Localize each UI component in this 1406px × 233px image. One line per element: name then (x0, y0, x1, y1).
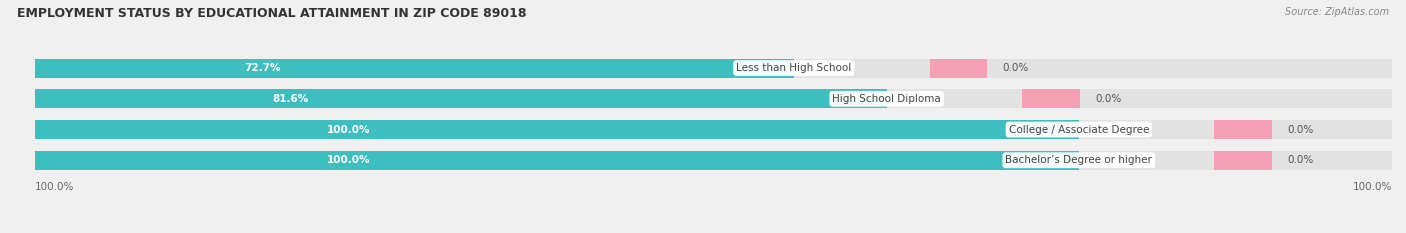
Text: Source: ZipAtlas.com: Source: ZipAtlas.com (1285, 7, 1389, 17)
Text: 100.0%: 100.0% (326, 155, 370, 165)
Text: 0.0%: 0.0% (1288, 155, 1313, 165)
Bar (35, 89, 887, 108)
Text: Less than High School: Less than High School (737, 63, 852, 73)
Text: 0.0%: 0.0% (1095, 94, 1122, 104)
Bar (35, 151, 1078, 170)
Text: High School Diploma: High School Diploma (832, 94, 941, 104)
Text: College / Associate Degree: College / Associate Degree (1008, 124, 1149, 134)
Bar (35, 58, 794, 78)
Bar (1215, 120, 1272, 139)
Bar (35, 120, 1392, 139)
Bar (35, 151, 1392, 170)
Bar (1215, 151, 1272, 170)
Text: 100.0%: 100.0% (1353, 182, 1392, 192)
Text: Bachelor’s Degree or higher: Bachelor’s Degree or higher (1005, 155, 1153, 165)
Text: 100.0%: 100.0% (326, 124, 370, 134)
Bar (35, 58, 1392, 78)
Text: 72.7%: 72.7% (245, 63, 281, 73)
Bar (929, 58, 987, 78)
Text: 0.0%: 0.0% (1002, 63, 1029, 73)
Text: 0.0%: 0.0% (1288, 124, 1313, 134)
Text: 81.6%: 81.6% (273, 94, 308, 104)
Bar (35, 89, 1392, 108)
Text: EMPLOYMENT STATUS BY EDUCATIONAL ATTAINMENT IN ZIP CODE 89018: EMPLOYMENT STATUS BY EDUCATIONAL ATTAINM… (17, 7, 526, 20)
Bar (1022, 89, 1080, 108)
Text: 100.0%: 100.0% (35, 182, 75, 192)
Bar (35, 120, 1078, 139)
